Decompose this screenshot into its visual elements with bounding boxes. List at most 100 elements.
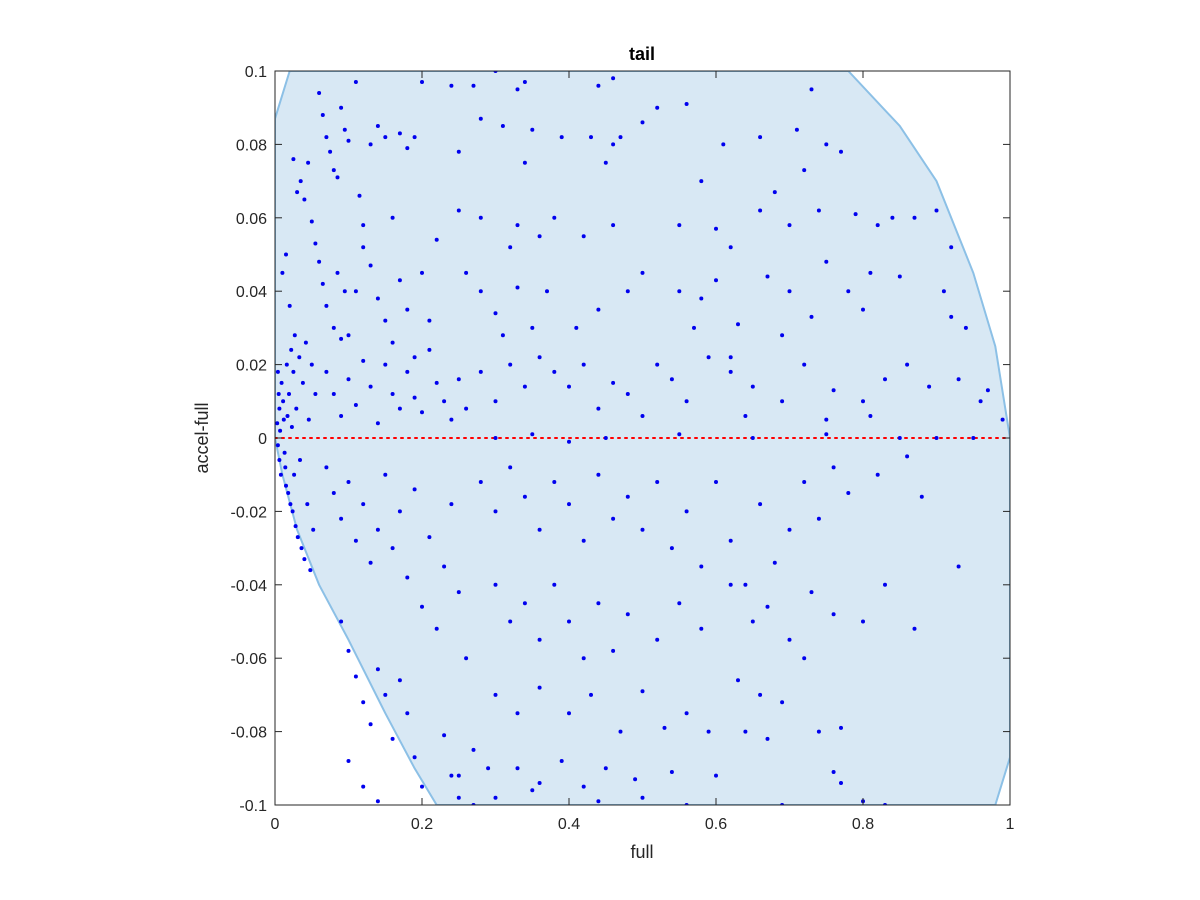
data-point <box>559 135 564 140</box>
data-point <box>493 795 498 800</box>
data-point <box>567 439 571 444</box>
data-point <box>361 502 366 507</box>
data-point <box>677 601 682 606</box>
data-point <box>603 436 608 440</box>
data-point <box>530 788 535 793</box>
data-point <box>361 223 366 228</box>
data-point <box>846 491 851 495</box>
data-point <box>611 380 616 385</box>
data-point <box>427 318 432 323</box>
data-point <box>328 149 333 154</box>
data-point <box>603 160 608 165</box>
data-point <box>574 325 579 330</box>
x-tick-label: 0.2 <box>411 816 433 833</box>
data-point <box>897 274 902 279</box>
data-point <box>383 318 388 323</box>
data-point <box>839 149 843 154</box>
data-point <box>281 399 286 404</box>
data-point <box>905 454 910 459</box>
data-point <box>640 795 645 800</box>
data-point <box>589 692 593 697</box>
data-point <box>405 711 410 716</box>
data-point <box>412 395 417 400</box>
data-point <box>383 135 388 140</box>
data-point <box>596 307 601 312</box>
data-point <box>625 289 630 294</box>
data-point <box>633 777 638 782</box>
data-point <box>721 142 726 147</box>
data-point <box>308 568 313 573</box>
data-point <box>824 142 829 147</box>
data-point <box>353 538 358 543</box>
data-point <box>934 208 939 213</box>
data-point <box>412 487 417 492</box>
data-point <box>456 377 461 382</box>
x-tick-label: 0.6 <box>705 816 727 833</box>
data-point <box>390 546 395 551</box>
data-point <box>302 197 307 202</box>
data-point <box>353 80 358 84</box>
data-point <box>324 369 329 374</box>
data-point <box>714 278 718 283</box>
data-point <box>342 289 347 294</box>
data-point <box>839 781 843 785</box>
data-point <box>765 274 770 279</box>
data-point <box>368 142 373 147</box>
data-point <box>522 160 527 165</box>
data-point <box>283 465 288 470</box>
data-point <box>289 425 294 429</box>
data-point <box>522 494 527 499</box>
data-point <box>464 656 469 661</box>
data-point <box>816 516 821 521</box>
data-point <box>787 223 792 228</box>
x-tick-label: 0 <box>271 816 280 833</box>
data-point <box>299 546 304 551</box>
data-point <box>298 179 303 184</box>
data-point <box>692 325 696 330</box>
data-point <box>390 215 395 220</box>
data-point <box>420 784 424 789</box>
data-point <box>375 124 380 128</box>
data-point <box>699 296 704 301</box>
data-point <box>522 80 527 84</box>
confidence-region <box>275 71 1010 805</box>
data-point <box>919 494 924 499</box>
data-point <box>537 781 542 785</box>
data-point <box>669 377 674 382</box>
data-point <box>442 564 447 569</box>
data-point <box>868 414 873 418</box>
data-point <box>357 193 362 198</box>
data-point <box>816 208 821 213</box>
data-point <box>684 399 689 404</box>
data-point <box>282 450 287 455</box>
data-point <box>486 766 491 771</box>
data-point <box>728 582 733 587</box>
data-point <box>780 399 785 404</box>
data-point <box>537 234 542 239</box>
data-point <box>515 711 520 716</box>
data-point <box>346 377 351 382</box>
data-point <box>285 414 290 418</box>
data-point <box>699 179 704 184</box>
data-point <box>375 296 380 301</box>
data-point <box>736 322 740 327</box>
data-point <box>515 223 520 228</box>
data-point <box>625 392 630 396</box>
data-point <box>500 333 505 338</box>
data-point <box>346 648 351 653</box>
data-point <box>290 509 295 514</box>
data-point <box>736 678 740 683</box>
data-point <box>275 443 280 448</box>
data-point <box>295 535 300 540</box>
x-tick-label: 0.4 <box>558 816 580 833</box>
data-point <box>875 223 880 228</box>
data-point <box>905 362 910 367</box>
y-tick-label: -0.06 <box>231 651 268 668</box>
data-point <box>596 472 601 477</box>
data-point <box>464 270 469 275</box>
data-point <box>309 362 314 367</box>
data-point <box>743 414 748 418</box>
data-point <box>368 560 373 565</box>
data-point <box>758 502 763 507</box>
data-point <box>787 637 792 642</box>
